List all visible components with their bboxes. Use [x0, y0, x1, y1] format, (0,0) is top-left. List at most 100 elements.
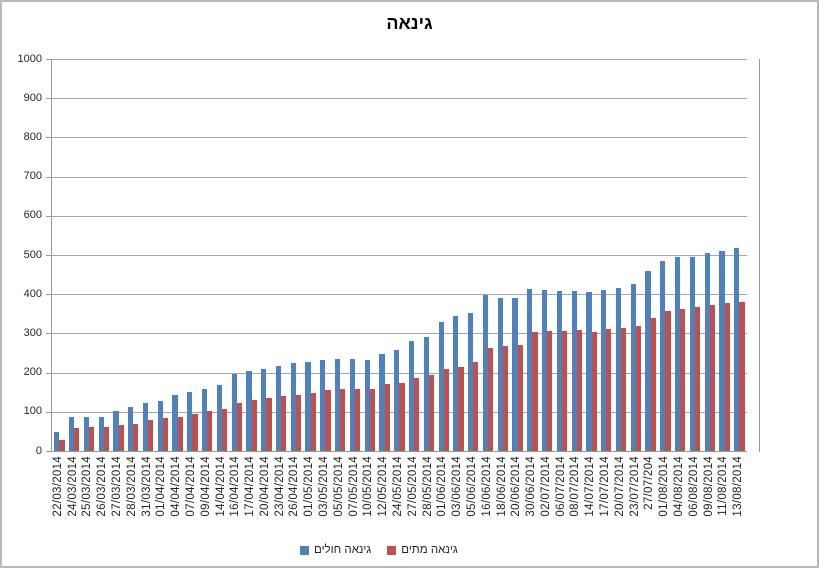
bar-deaths: [340, 389, 346, 451]
x-axis-label: 05/05/2014: [332, 456, 345, 517]
plot-right-border: [759, 59, 760, 452]
bar-cases: [601, 290, 607, 451]
bar-deaths: [650, 318, 656, 451]
bar-cases: [660, 260, 666, 451]
category-slot: [422, 59, 437, 451]
bar-cases: [704, 252, 710, 451]
bar-cases: [408, 340, 415, 451]
x-axis-label: 23/07/2014: [628, 456, 641, 517]
bar-cases: [335, 358, 341, 451]
gridline: [52, 137, 747, 139]
category-slot: [481, 59, 496, 451]
bar-deaths: [281, 395, 287, 451]
bar-cases: [571, 290, 577, 451]
x-axis-label: 16/04/2014: [229, 456, 242, 517]
bar-cases: [438, 322, 444, 451]
category-slot: [155, 59, 170, 451]
y-axis-tick-label: 100: [23, 405, 42, 418]
bar-cases: [423, 336, 429, 451]
category-slot: [569, 59, 584, 451]
category-slot: [628, 59, 643, 451]
bar-deaths: [621, 327, 627, 451]
bar-deaths: [103, 426, 109, 451]
x-axis-label: 24/05/2014: [392, 456, 404, 517]
bar-deaths: [207, 411, 213, 451]
bar-deaths: [473, 362, 479, 451]
bar-cases: [527, 289, 533, 451]
x-axis-label: 14/07/2014: [584, 456, 597, 517]
y-axis-tick-mark: [46, 255, 51, 256]
bar-deaths: [591, 331, 597, 451]
category-slot: [540, 59, 555, 451]
bar-cases: [275, 365, 282, 451]
bar-deaths: [251, 400, 257, 451]
category-slot: [614, 59, 629, 451]
x-axis-label: 03/05/2014: [318, 456, 331, 517]
bar-cases: [349, 358, 356, 451]
bar-deaths: [547, 331, 553, 451]
bar-deaths: [177, 417, 183, 451]
y-axis-tick-mark: [46, 294, 51, 296]
bar-cases: [586, 291, 592, 451]
x-axis-label: 06/08/2014: [687, 456, 700, 517]
bar-cases: [394, 349, 400, 451]
legend-item-cases: גינאה חולים: [300, 544, 371, 556]
y-axis-tick-mark: [46, 98, 51, 100]
category-slot: [732, 59, 747, 451]
bar-deaths: [310, 392, 316, 451]
x-axis-label: 13/08/2014: [732, 456, 745, 517]
bar-deaths: [428, 375, 435, 451]
bar-deaths: [384, 383, 390, 451]
legend-item-deaths: גינאה מתים: [387, 544, 458, 556]
category-slot: [348, 59, 363, 451]
y-axis-tick-label: 300: [23, 326, 42, 339]
category-slot: [244, 59, 259, 451]
bar-cases: [453, 316, 459, 451]
bar-deaths: [355, 389, 361, 451]
bar-deaths: [266, 397, 272, 451]
chart-title: גינאה: [386, 13, 433, 33]
bar-deaths: [443, 369, 449, 451]
category-slot: [185, 59, 200, 451]
category-slot: [318, 59, 333, 451]
category-slot: [658, 59, 673, 451]
bar-deaths: [517, 345, 523, 451]
y-axis-tick-label: 200: [23, 366, 42, 379]
bar-deaths: [502, 346, 509, 451]
x-axis-label: 07/05/2014: [347, 456, 360, 517]
bar-cases: [512, 298, 518, 451]
y-axis-tick-mark: [46, 137, 51, 139]
category-slot: [392, 59, 407, 451]
bar-deaths: [162, 418, 169, 451]
x-axis-label: 01/08/2014: [658, 456, 671, 517]
bar-deaths: [739, 302, 745, 451]
deaths-swatch-icon: [387, 545, 397, 555]
bar-deaths: [680, 308, 686, 451]
bar-cases: [261, 369, 267, 451]
bar-cases: [54, 431, 60, 451]
category-slot: [200, 59, 215, 451]
bar-cases: [482, 294, 489, 451]
bar-cases: [719, 251, 725, 451]
category-slot: [407, 59, 422, 451]
x-axis-label: 20/06/2014: [510, 456, 523, 517]
category-slot: [643, 59, 658, 451]
legend: גינאה חולים גינאה מתים: [300, 544, 458, 556]
y-axis-tick-mark: [46, 333, 51, 335]
category-slot: [274, 59, 289, 451]
x-axis-label: 01/06/2014: [436, 456, 449, 517]
gridline: [52, 255, 747, 256]
bar-cases: [689, 256, 695, 451]
bars-layer: [52, 59, 747, 451]
bar-cases: [305, 362, 311, 451]
bar-cases: [98, 417, 104, 451]
x-axis-label: 12/05/2014: [377, 456, 390, 517]
x-axis-label: 20/07/2014: [613, 456, 626, 517]
y-axis-tick-label: 700: [23, 170, 42, 183]
bar-cases: [202, 389, 208, 451]
bar-cases: [734, 247, 740, 451]
bar-deaths: [369, 389, 375, 451]
bar-deaths: [325, 390, 331, 451]
plot-area: [51, 59, 747, 452]
